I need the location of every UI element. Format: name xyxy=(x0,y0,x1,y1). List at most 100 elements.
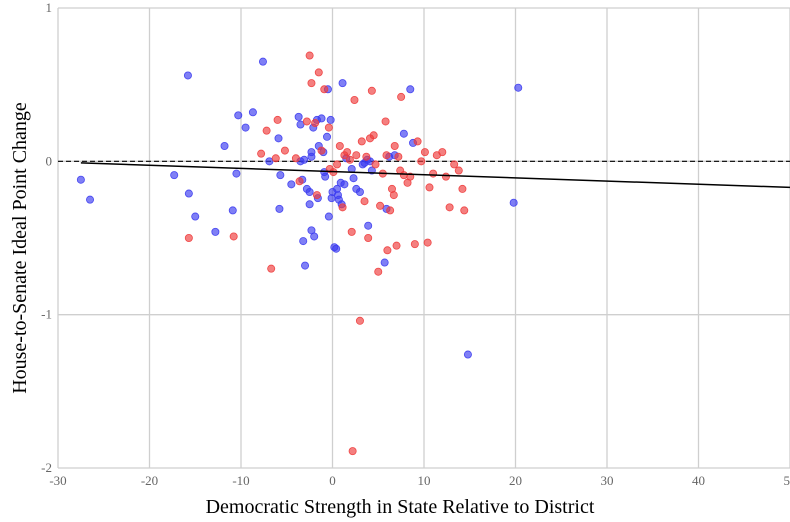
blue-point xyxy=(86,195,95,204)
red-point xyxy=(291,154,300,163)
red-point xyxy=(413,137,422,146)
blue-point xyxy=(301,261,310,270)
red-point xyxy=(302,117,311,126)
x-tick-label: 10 xyxy=(418,473,431,488)
grid-lines xyxy=(57,7,790,469)
red-point xyxy=(355,316,364,325)
red-point xyxy=(338,203,347,212)
blue-point xyxy=(514,83,523,92)
blue-point xyxy=(338,79,347,88)
red-point xyxy=(374,267,383,276)
red-point xyxy=(314,68,323,77)
red-point xyxy=(458,184,467,193)
red-point xyxy=(386,206,395,215)
blue-point xyxy=(463,350,472,359)
x-tick-label: 0 xyxy=(329,473,336,488)
y-tick-label: -2 xyxy=(41,460,52,475)
red-point xyxy=(184,233,193,242)
blue-point xyxy=(184,189,193,198)
blue-point xyxy=(305,200,314,209)
blue-point xyxy=(380,258,389,267)
blue-point xyxy=(364,221,373,230)
red-point xyxy=(280,146,289,155)
red-point xyxy=(343,148,352,157)
x-tick-label: 20 xyxy=(509,473,522,488)
red-point xyxy=(362,152,371,161)
x-tick-label: -10 xyxy=(232,473,249,488)
blue-point xyxy=(287,180,296,189)
red-point xyxy=(425,183,434,192)
red-point xyxy=(399,171,408,180)
blue-point xyxy=(76,175,85,184)
red-point xyxy=(381,117,390,126)
red-point xyxy=(352,151,361,160)
blue-point xyxy=(274,134,283,143)
y-tick-label: 0 xyxy=(46,153,53,168)
red-point xyxy=(383,246,392,255)
regression-fit-line xyxy=(80,162,790,189)
red-point xyxy=(454,166,463,175)
blue-point xyxy=(191,212,200,221)
red-point xyxy=(429,169,438,178)
red-point xyxy=(267,264,276,273)
blue-point xyxy=(234,111,243,120)
red-point xyxy=(382,151,391,160)
red-point xyxy=(311,119,320,128)
red-point xyxy=(229,232,238,241)
blue-point xyxy=(326,115,335,124)
red-point xyxy=(394,152,403,161)
x-tick-label: -30 xyxy=(49,473,66,488)
x-axis-tick-labels: -30 -20 -10 0 10 20 30 40 50 xyxy=(49,473,790,488)
red-point xyxy=(333,160,342,169)
blue-point xyxy=(220,141,229,150)
red-point xyxy=(441,172,450,181)
y-axis-title: House-to-Senate Ideal Point Change xyxy=(9,102,31,394)
red-point xyxy=(390,141,399,150)
blue-point xyxy=(307,152,316,161)
x-tick-label: 50 xyxy=(784,473,790,488)
red-point xyxy=(397,92,406,101)
red-point xyxy=(376,201,385,210)
red-point xyxy=(460,206,469,215)
blue-point xyxy=(170,171,179,180)
blue-point xyxy=(265,157,274,166)
blue-point xyxy=(275,204,284,213)
blue-point xyxy=(296,120,305,129)
red-point xyxy=(273,115,282,124)
red-point xyxy=(371,160,380,169)
red-point xyxy=(420,148,429,157)
blue-point xyxy=(300,155,309,164)
red-point xyxy=(295,177,304,186)
red-point xyxy=(271,154,280,163)
blue-point xyxy=(355,187,364,196)
red-point xyxy=(417,157,426,166)
blue-point xyxy=(183,71,192,80)
red-point xyxy=(262,126,271,135)
y-axis-tick-labels: 1 0 -1 -2 xyxy=(41,0,52,475)
red-point xyxy=(438,148,447,157)
red-point xyxy=(367,86,376,95)
red-point xyxy=(317,146,326,155)
blue-points-series xyxy=(76,57,523,359)
red-point xyxy=(312,191,321,200)
blue-point xyxy=(323,132,332,141)
red-point xyxy=(347,227,356,236)
x-axis-title: Democratic Strength in State Relative to… xyxy=(206,496,595,518)
red-point xyxy=(305,51,314,60)
blue-point xyxy=(294,112,303,121)
red-point xyxy=(357,137,366,146)
blue-point xyxy=(299,237,308,246)
blue-point xyxy=(324,212,333,221)
red-point xyxy=(350,96,359,105)
red-point xyxy=(364,233,373,242)
x-tick-label: 30 xyxy=(601,473,614,488)
red-point xyxy=(445,203,454,212)
red-point xyxy=(348,447,357,456)
blue-point xyxy=(305,187,314,196)
blue-point xyxy=(310,232,319,241)
red-point xyxy=(307,79,316,88)
blue-point xyxy=(317,114,326,123)
blue-point xyxy=(349,174,358,183)
red-point xyxy=(324,123,333,132)
